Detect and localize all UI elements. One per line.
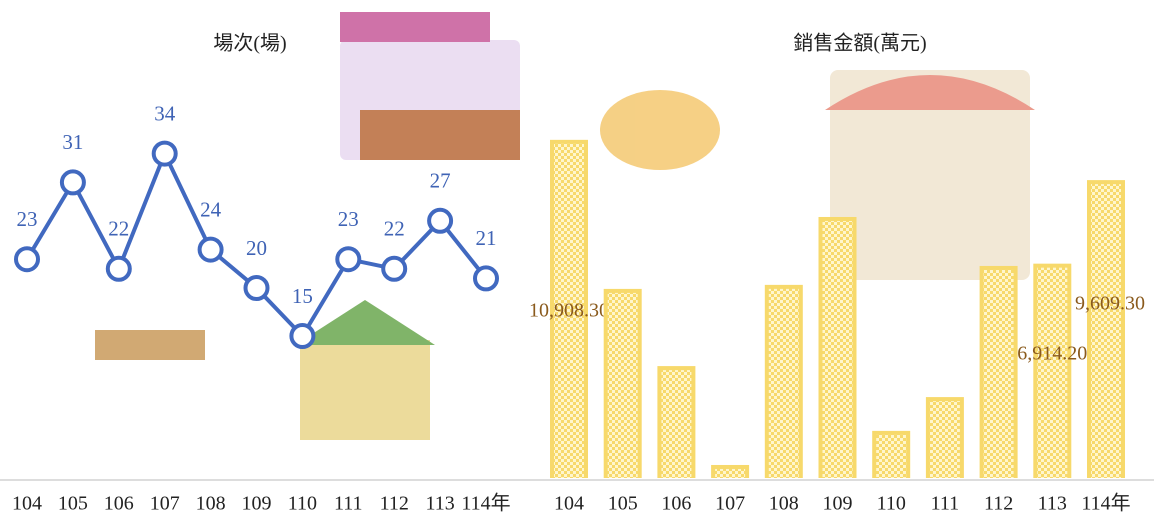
point [427,207,454,234]
point [151,140,178,167]
value-label: 10,908.30 [529,300,609,322]
value-label: 31 [62,130,83,154]
x-tick-label: 109 [823,493,853,515]
bar-texture [554,143,584,478]
point [59,169,86,196]
x-tick-label: 109 [242,493,272,515]
x-tick-label: 114年 [461,492,510,515]
bar-texture [1091,184,1121,478]
bar-texture [661,370,692,478]
point [335,246,362,273]
bar-texture [1037,267,1068,478]
x-tick-label: 111 [931,493,960,515]
value-label: 15 [292,284,313,308]
value-label: 27 [430,169,451,193]
bar-texture [715,468,746,478]
x-tick-label: 114年 [1081,492,1130,515]
value-label: 34 [154,101,176,125]
point [197,236,224,263]
value-label: 23 [338,207,359,231]
point [473,265,499,292]
point [289,323,316,349]
value-label: 20 [246,236,267,260]
x-tick-label: 106 [104,493,134,515]
bar-texture [607,292,638,478]
bar-texture [768,288,799,478]
x-tick-label: 105 [58,493,88,515]
value-label: 9,609.30 [1075,293,1145,315]
x-tick-label: 108 [196,493,226,515]
x-tick-label: 110 [877,493,906,515]
point [243,275,270,301]
bar-texture [822,220,853,479]
bar-texture [929,401,960,478]
x-tick-label: 112 [380,493,409,515]
value-label: 23 [17,207,38,231]
chart-title: 銷售金額(萬元) [793,32,926,55]
value-label: 22 [108,217,129,241]
x-tick-label: 111 [334,493,363,515]
value-label: 21 [476,226,497,250]
point [105,255,132,282]
x-tick-label: 104 [554,493,584,515]
x-tick-label: 104 [12,493,42,515]
chart-title: 場次(場) [213,32,286,55]
x-tick-label: 106 [661,493,691,515]
point [381,255,408,282]
x-tick-label: 108 [769,493,799,515]
point [14,246,40,273]
x-tick-label: 110 [288,493,317,515]
value-label: 6,914.20 [1017,343,1087,365]
x-tick-label: 105 [608,493,638,515]
x-tick-label: 113 [1038,493,1067,515]
decoration [95,12,1035,440]
bar-texture [876,434,907,478]
x-tick-label: 112 [984,493,1013,515]
x-tick-label: 113 [425,493,454,515]
value-label: 22 [384,217,405,241]
x-tick-label: 107 [715,493,745,515]
value-label: 24 [200,197,222,221]
bar-texture [983,269,1014,478]
x-tick-label: 107 [150,493,180,515]
